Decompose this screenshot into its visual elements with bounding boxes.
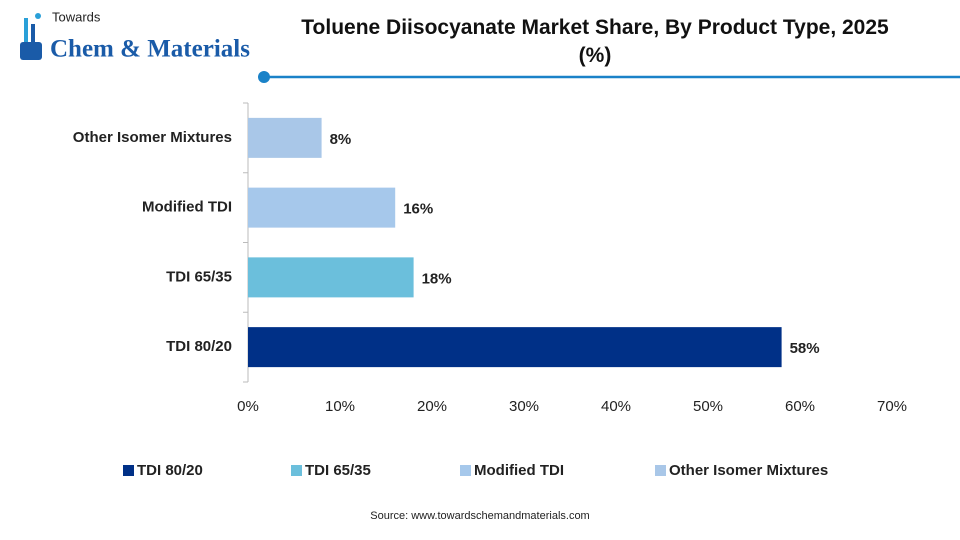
logo-icon [20, 13, 42, 60]
x-tick-label: 40% [601, 398, 631, 415]
bar [248, 327, 782, 368]
legend-label: TDI 80/20 [137, 462, 203, 479]
legend-swatch [291, 465, 302, 476]
category-label: TDI 80/20 [166, 338, 232, 355]
bar [248, 117, 322, 158]
bar [248, 257, 414, 298]
x-tick-label: 10% [325, 398, 355, 415]
data-label: 58% [790, 340, 820, 357]
x-tick-label: 30% [509, 398, 539, 415]
legend-label: TDI 65/35 [305, 462, 371, 479]
x-tick-label: 60% [785, 398, 815, 415]
logo-top: Towards [52, 9, 101, 24]
data-label: 16% [403, 201, 433, 218]
x-tick-label: 70% [877, 398, 907, 415]
chart-title: Toluene Diisocyanate Market Share, By Pr… [301, 16, 889, 67]
legend-swatch [460, 465, 471, 476]
legend-label: Other Isomer Mixtures [669, 462, 828, 479]
category-label: TDI 65/35 [166, 268, 232, 285]
x-tick-label: 20% [417, 398, 447, 415]
legend-swatch [655, 465, 666, 476]
logo-main: Chem & Materials [50, 36, 250, 63]
legend-label: Modified TDI [474, 462, 564, 479]
source: Source: www.towardschemandmaterials.com [370, 510, 589, 522]
x-tick-label: 0% [237, 398, 259, 415]
bar [248, 187, 396, 228]
category-label: Other Isomer Mixtures [73, 129, 232, 146]
legend-swatch [123, 465, 134, 476]
data-label: 18% [422, 270, 452, 287]
category-label: Modified TDI [142, 199, 232, 216]
data-label: 8% [330, 131, 352, 148]
header-dot [258, 71, 270, 83]
x-tick-label: 50% [693, 398, 723, 415]
